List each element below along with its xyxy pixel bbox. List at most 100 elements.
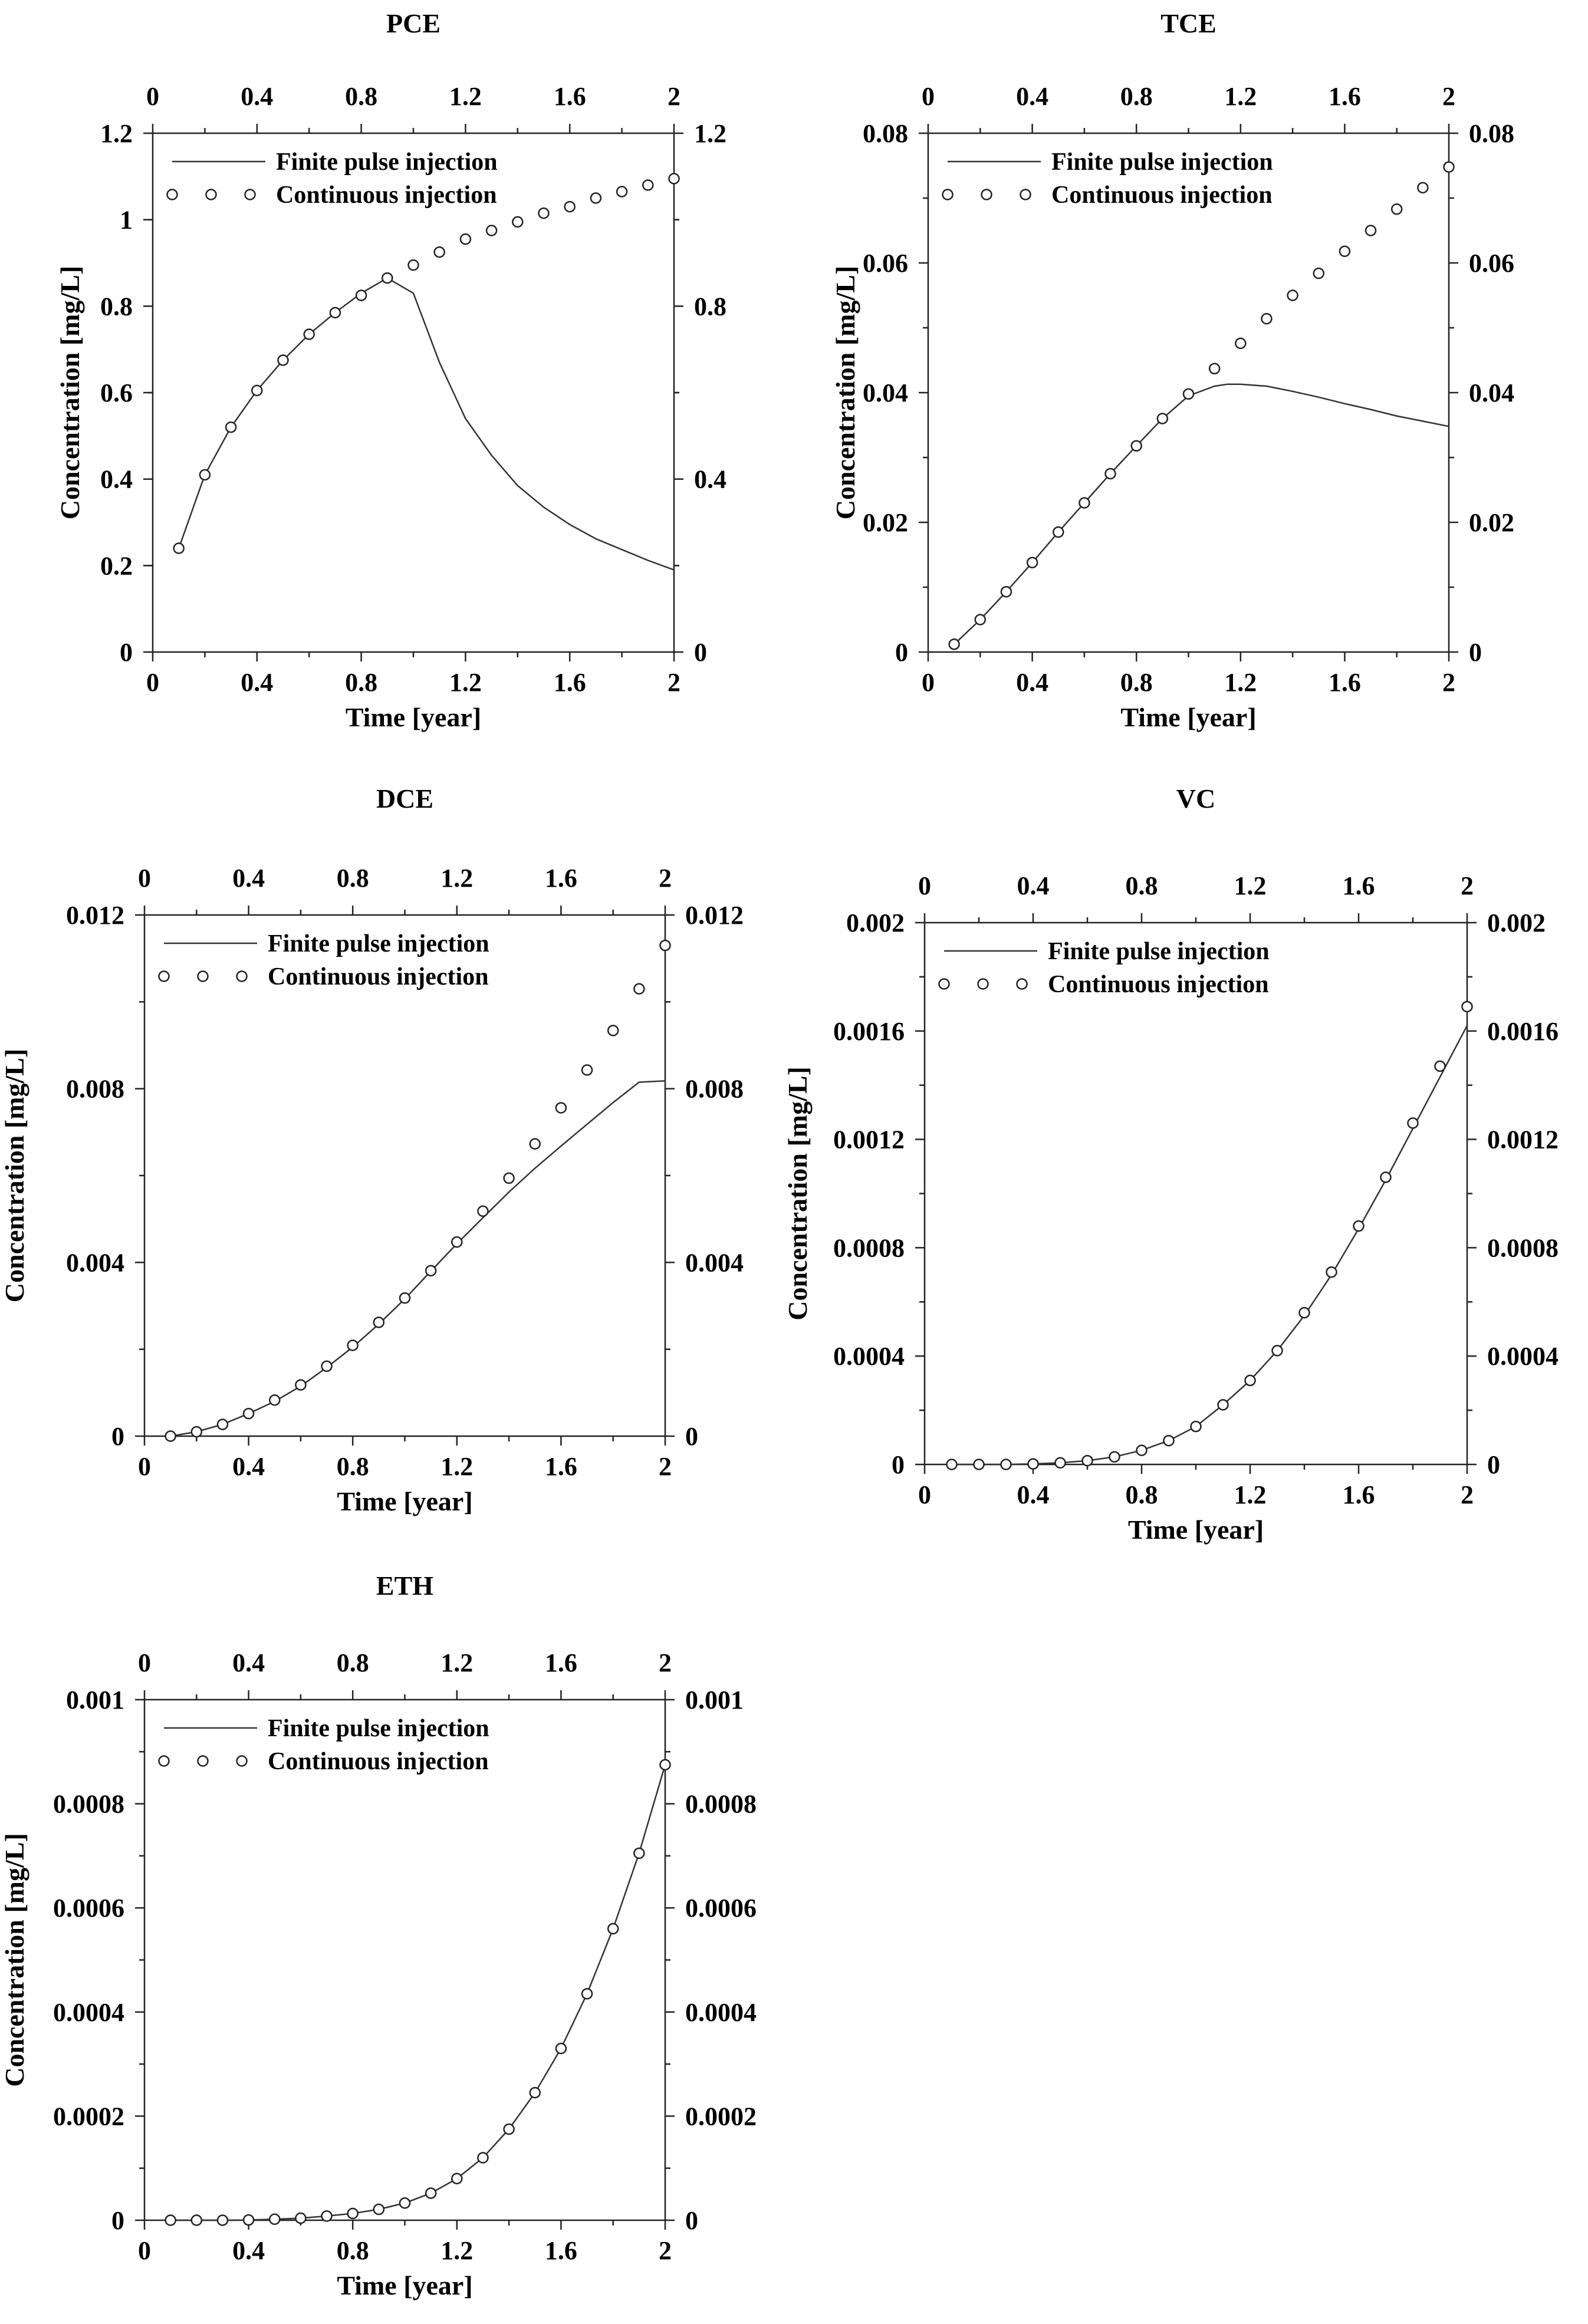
series-finite-pulse-line (178, 277, 675, 571)
series-continuous-point (616, 186, 628, 197)
y-tick-label-right: 1.2 (694, 119, 726, 148)
series-continuous-point (1271, 1345, 1283, 1357)
chart-title: PCE (386, 8, 440, 38)
series-continuous-point (216, 2214, 229, 2226)
series-continuous-point (1217, 1399, 1229, 1411)
series-continuous-point (1235, 337, 1247, 350)
x-tick-label-top: 2 (659, 1648, 672, 1677)
series-continuous-point (1026, 557, 1038, 568)
x-tick-label: 0 (922, 668, 935, 697)
legend-label-finite: Finite pulse injection (1051, 149, 1273, 176)
series-continuous-point (459, 233, 472, 245)
y-tick-label: 0.02 (863, 508, 908, 537)
series-continuous-point (1104, 468, 1116, 480)
x-tick-label: 1.2 (440, 2236, 473, 2265)
series-continuous-point (399, 1292, 411, 1304)
y-tick-label-right: 0.08 (1469, 119, 1514, 148)
x-tick-label-top: 0.4 (1017, 871, 1050, 900)
series-finite-pulse-line (952, 1025, 1468, 1466)
x-tick-label: 2 (1442, 668, 1455, 697)
series-continuous-point (295, 2212, 307, 2224)
series-continuous-point (425, 1265, 437, 1277)
series-continuous-point (1027, 1458, 1039, 1470)
chart-title: TCE (1160, 8, 1217, 38)
series-continuous-point (355, 289, 367, 301)
legend-label-finite: Finite pulse injection (1048, 938, 1270, 965)
x-axis-label: Time [year] (337, 1486, 472, 1516)
x-tick-label-top: 1.2 (440, 864, 473, 893)
legend-label-finite: Finite pulse injection (268, 930, 489, 957)
chart-title: ETH (376, 1571, 433, 1601)
x-tick-label-top: 1.2 (440, 1648, 473, 1677)
y-tick-label-right: 0 (685, 1422, 698, 1451)
series-continuous-point (451, 2172, 463, 2185)
legend-marker-swatch (1020, 189, 1031, 200)
x-tick-label-top: 1.6 (1329, 82, 1361, 111)
x-tick-label-top: 0 (918, 871, 931, 900)
y-tick-label: 0.06 (863, 249, 908, 278)
legend-marker-swatch (236, 970, 248, 982)
legend-marker-swatch (166, 189, 178, 200)
series-continuous-point (242, 2214, 255, 2226)
y-tick-label: 0.2 (100, 551, 133, 580)
series-continuous-point (277, 354, 289, 366)
x-tick-label-top: 1.6 (545, 1648, 577, 1677)
y-tick-label-right: 0.0016 (1487, 1017, 1559, 1046)
legend-marker-swatch (942, 189, 954, 200)
y-tick-label-right: 0.0012 (1487, 1125, 1559, 1154)
series-finite-pulse-line (954, 383, 1449, 645)
x-tick-label-top: 0.4 (241, 82, 273, 111)
legend-label-continuous: Continuous injection (268, 963, 489, 990)
series-continuous-point (347, 2207, 359, 2220)
series-continuous-point (590, 192, 602, 204)
legend-marker-swatch (244, 189, 256, 200)
x-tick-label-top: 0 (922, 82, 935, 111)
series-continuous-point (165, 1430, 176, 1442)
y-tick-label-right: 0.008 (685, 1075, 744, 1104)
x-axis-label: Time [year] (1128, 1515, 1264, 1545)
series-continuous-point (225, 421, 237, 433)
series-continuous-point (607, 1923, 619, 1935)
series-continuous-point (1079, 497, 1090, 509)
series-continuous-point (1190, 1420, 1202, 1433)
legend-label-continuous: Continuous injection (276, 182, 497, 209)
series-continuous-point (642, 179, 654, 191)
series-continuous-point (451, 1236, 463, 1248)
x-tick-label-top: 0.8 (345, 82, 377, 111)
y-tick-label: 0.0006 (53, 1894, 124, 1923)
plot-frame (923, 921, 1468, 1466)
y-tick-label: 1 (120, 206, 133, 235)
legend-marker-swatch (236, 1755, 248, 1767)
x-tick-label-top: 1.2 (1224, 82, 1257, 111)
x-tick-label: 1.6 (554, 668, 586, 697)
x-tick-label: 0 (918, 1480, 931, 1509)
x-tick-label-top: 1.6 (1343, 871, 1375, 900)
x-tick-label: 0.8 (1126, 1480, 1158, 1509)
series-continuous-point (1298, 1306, 1310, 1319)
series-continuous-point (1261, 312, 1273, 325)
series-continuous-point (399, 2197, 411, 2209)
series-continuous-point (242, 1407, 255, 1420)
x-tick-label: 1.6 (545, 2236, 577, 2265)
series-continuous-point (303, 328, 315, 340)
series-continuous-point (668, 173, 680, 185)
legend-marker-swatch (158, 1755, 170, 1767)
legend-label-continuous: Continuous injection (1051, 182, 1273, 209)
series-continuous-point (1313, 267, 1324, 279)
y-tick-label: 0.8 (100, 292, 133, 321)
series-continuous-point (295, 1379, 307, 1391)
y-tick-label: 0.002 (846, 908, 905, 937)
series-continuous-point (199, 469, 211, 481)
y-axis-label: Concentration [mg/L] (783, 1066, 813, 1321)
x-tick-label-top: 0 (138, 864, 151, 893)
x-tick-label-top: 2 (668, 82, 680, 111)
series-continuous-point (1182, 388, 1195, 400)
y-axis-label: Concentration [mg/L] (830, 266, 860, 520)
series-continuous-point (564, 200, 576, 213)
series-continuous-point (173, 542, 185, 554)
y-tick-label-right: 0.0004 (685, 1998, 757, 2027)
plot-frame (143, 914, 666, 1437)
